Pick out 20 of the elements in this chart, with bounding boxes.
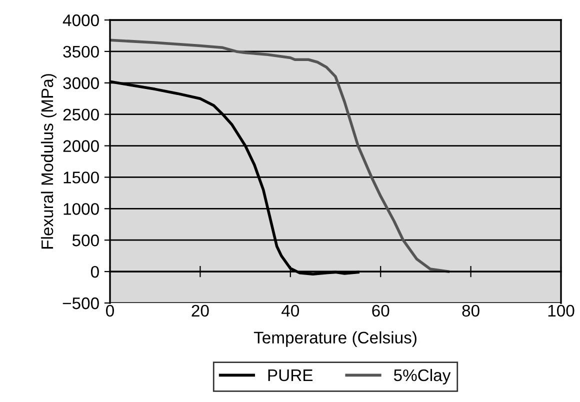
y-tick-label: −500 [62,297,99,310]
y-tick-label: 0 [90,266,99,278]
x-tick-label: 0 [106,304,114,317]
y-tick-label: 500 [72,234,99,246]
y-tick-label: 4000 [62,14,99,26]
x-tick-label: 40 [282,304,300,317]
legend-label: PURE [268,370,313,382]
legend-label: 5%Clay [394,368,451,384]
y-tick-label: 3000 [63,77,99,90]
x-tick-label: 100 [548,304,574,317]
y-axis-title: Flexural Modulus (MPa) [40,74,56,249]
x-tick-label: 60 [372,304,390,317]
x-tick-label: 20 [192,304,209,317]
y-tick-label: 2000 [63,140,99,152]
y-tick-label: 2500 [63,108,99,121]
y-tick-label: 1500 [64,172,99,184]
x-axis-title: Temperature (Celsius) [254,331,416,347]
y-tick-label: 3500 [63,46,99,58]
y-tick-label: 1000 [64,203,99,215]
x-tick-label: 80 [462,304,480,317]
